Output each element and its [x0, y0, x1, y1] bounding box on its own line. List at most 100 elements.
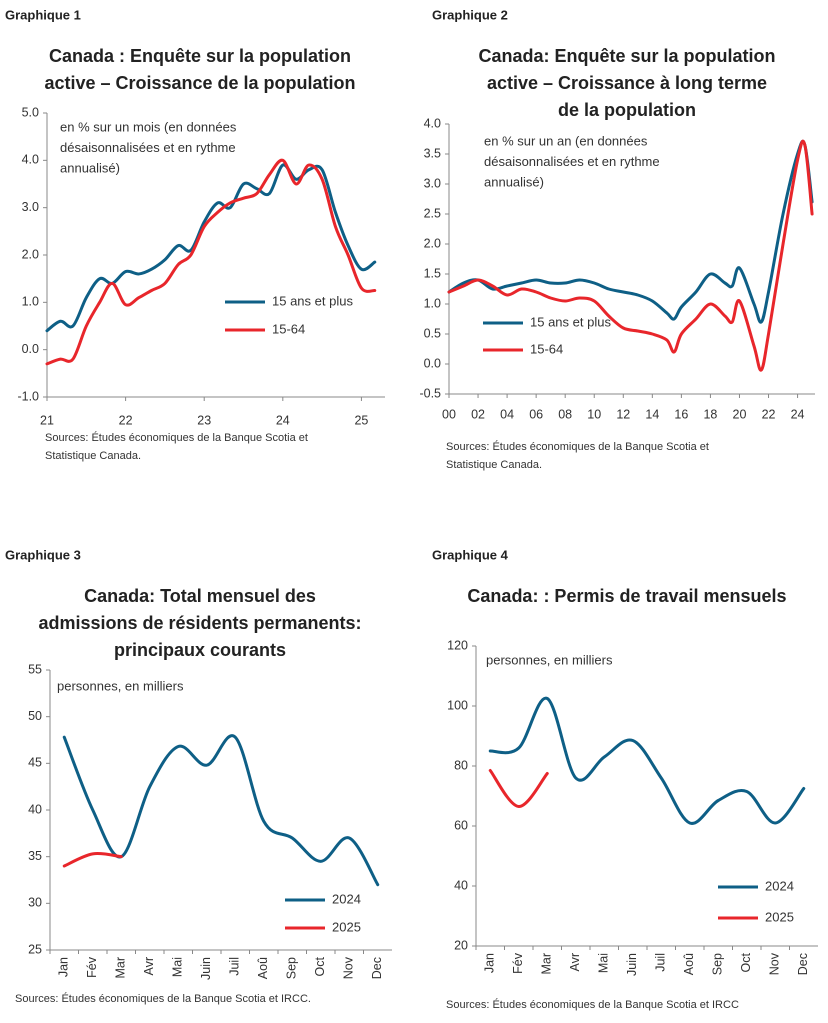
x-tick-label: 24	[276, 413, 290, 427]
series-line	[447, 139, 814, 372]
y-tick-label: 2.0	[22, 247, 39, 261]
x-tick-label: Dec	[796, 953, 810, 975]
x-tick-label: 22	[762, 407, 776, 421]
x-tick-label: Sep	[285, 957, 299, 979]
x-tick-label: 00	[442, 407, 456, 421]
x-tick-label: 04	[500, 407, 514, 421]
y-tick-label: 1.0	[424, 296, 441, 310]
y-tick-label: 0.0	[424, 356, 441, 370]
x-tick-label: Sep	[711, 953, 725, 975]
y-tick-label: 35	[28, 849, 42, 863]
chart-title: de la population	[558, 100, 696, 120]
chart-label: Graphique 3	[5, 547, 81, 562]
x-tick-label: Aoû	[256, 957, 270, 979]
series-line	[488, 696, 806, 825]
y-tick-label: 3.5	[424, 146, 441, 160]
source-note: Statistique Canada.	[45, 450, 141, 462]
unit-note: désaisonnalisées et en rythme	[484, 154, 660, 169]
x-tick-label: 12	[616, 407, 630, 421]
y-tick-label: 50	[28, 709, 42, 723]
x-tick-label: Juin	[625, 953, 639, 976]
x-tick-label: Dec	[370, 957, 384, 979]
x-tick-label: 06	[529, 407, 543, 421]
x-tick-label: Mai	[597, 953, 611, 973]
y-tick-label: 3.0	[22, 200, 39, 214]
legend-label: 2024	[332, 891, 361, 906]
y-tick-label: 2.5	[424, 206, 441, 220]
y-tick-label: 4.0	[22, 153, 39, 167]
y-tick-label: 1.5	[424, 266, 441, 280]
y-tick-label: 40	[28, 802, 42, 816]
chart-title: Canada: Enquête sur la population	[478, 46, 775, 66]
x-tick-label: 22	[119, 413, 133, 427]
x-tick-label: 25	[354, 413, 368, 427]
y-tick-label: 30	[28, 896, 42, 910]
chart-title: Canada : Enquête sur la population	[49, 46, 351, 66]
x-tick-label: Jan	[57, 957, 71, 977]
source-note: Sources: Études économiques de la Banque…	[45, 431, 308, 444]
series-line	[45, 163, 377, 333]
unit-note: annualisé)	[60, 160, 120, 175]
x-tick-label: Juil	[654, 953, 668, 972]
y-tick-label: 2.0	[424, 236, 441, 250]
y-tick-label: 60	[454, 818, 468, 832]
unit-note: en % sur un mois (en données	[60, 119, 237, 134]
unit-note: désaisonnalisées et en rythme	[60, 140, 236, 155]
y-tick-label: 4.0	[424, 116, 441, 130]
legend-label: 15-64	[272, 321, 305, 336]
x-tick-label: 02	[471, 407, 485, 421]
unit-note: annualisé)	[484, 174, 544, 189]
legend-label: 15 ans et plus	[530, 314, 611, 329]
x-tick-label: Oct	[739, 952, 753, 972]
y-tick-label: 3.0	[424, 176, 441, 190]
legend-label: 2024	[765, 878, 794, 893]
unit-note: personnes, en milliers	[57, 678, 184, 693]
series-line	[447, 139, 814, 324]
chart-label: Graphique 2	[432, 7, 508, 22]
series-line	[488, 769, 549, 808]
series-line	[45, 158, 377, 366]
x-tick-label: 20	[733, 407, 747, 421]
legend-label: 2025	[765, 909, 794, 924]
x-tick-label: Juil	[228, 957, 242, 976]
y-tick-label: 1.0	[22, 295, 39, 309]
x-tick-label: Mai	[171, 957, 185, 977]
chart-title: Canada: Total mensuel des	[84, 586, 316, 606]
x-tick-label: Juin	[199, 957, 213, 980]
y-tick-label: 0.0	[22, 342, 39, 356]
x-tick-label: 24	[791, 407, 805, 421]
y-tick-label: 100	[447, 698, 468, 712]
unit-note: personnes, en milliers	[486, 652, 613, 667]
x-tick-label: Nov	[768, 952, 782, 975]
y-tick-label: 80	[454, 758, 468, 772]
chart-title: principaux courants	[114, 640, 286, 660]
source-note: Statistique Canada.	[446, 459, 542, 471]
chart-title: active – Croissance à long terme	[487, 73, 767, 93]
chart-title: Canada: : Permis de travail mensuels	[467, 586, 786, 606]
series-line	[62, 852, 123, 868]
chart-label: Graphique 4	[432, 547, 509, 562]
legend-label: 2025	[332, 919, 361, 934]
source-note: Sources: Études économiques de la Banque…	[446, 998, 739, 1011]
source-note: Sources: Études économiques de la Banque…	[15, 992, 311, 1005]
y-tick-label: 0.5	[424, 326, 441, 340]
x-tick-label: Mar	[114, 957, 128, 979]
y-tick-label: 5.0	[22, 105, 39, 119]
y-tick-label: -0.5	[419, 386, 441, 400]
x-tick-label: Jan	[483, 953, 497, 973]
chart-label: Graphique 1	[5, 7, 81, 22]
chart-title: admissions de résidents permanents:	[38, 613, 361, 633]
x-tick-label: 16	[674, 407, 688, 421]
y-tick-label: 45	[28, 756, 42, 770]
x-tick-label: Fév	[85, 956, 99, 978]
x-tick-label: Aoû	[682, 953, 696, 975]
y-tick-label: 25	[28, 942, 42, 956]
source-note: Sources: Études économiques de la Banque…	[446, 440, 709, 453]
x-tick-label: 21	[40, 413, 54, 427]
y-tick-label: -1.0	[17, 389, 39, 403]
series-line	[62, 734, 380, 887]
legend-label: 15 ans et plus	[272, 293, 353, 308]
chart-title: active – Croissance de la population	[44, 73, 355, 93]
x-tick-label: 10	[587, 407, 601, 421]
y-tick-label: 40	[454, 878, 468, 892]
